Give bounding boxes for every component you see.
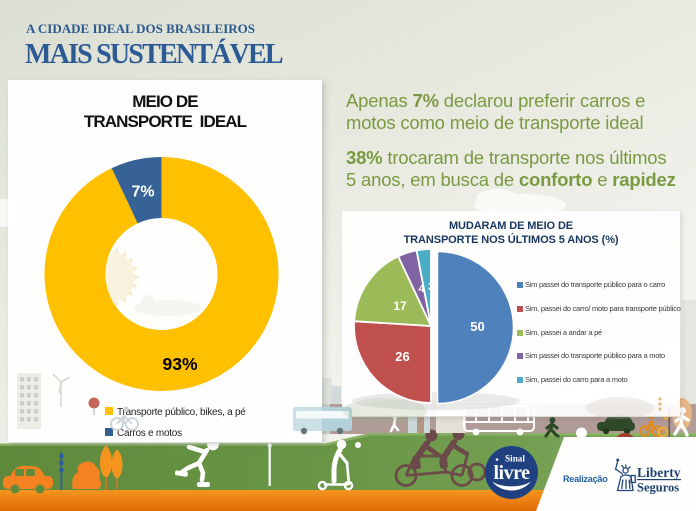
svg-text:4: 4 — [418, 283, 425, 295]
svg-text:93%: 93% — [162, 354, 197, 374]
svg-text:Liberty: Liberty — [637, 465, 681, 480]
svg-text:3: 3 — [428, 281, 434, 293]
svg-text:50: 50 — [470, 319, 484, 334]
svg-text:26: 26 — [395, 349, 409, 364]
svg-text:Sinal: Sinal — [505, 454, 525, 464]
svg-text:Seguros: Seguros — [637, 481, 679, 495]
svg-text:livre: livre — [493, 462, 530, 484]
svg-text:Realização: Realização — [563, 474, 608, 484]
svg-text:17: 17 — [393, 299, 407, 313]
svg-text:7%: 7% — [131, 184, 154, 201]
